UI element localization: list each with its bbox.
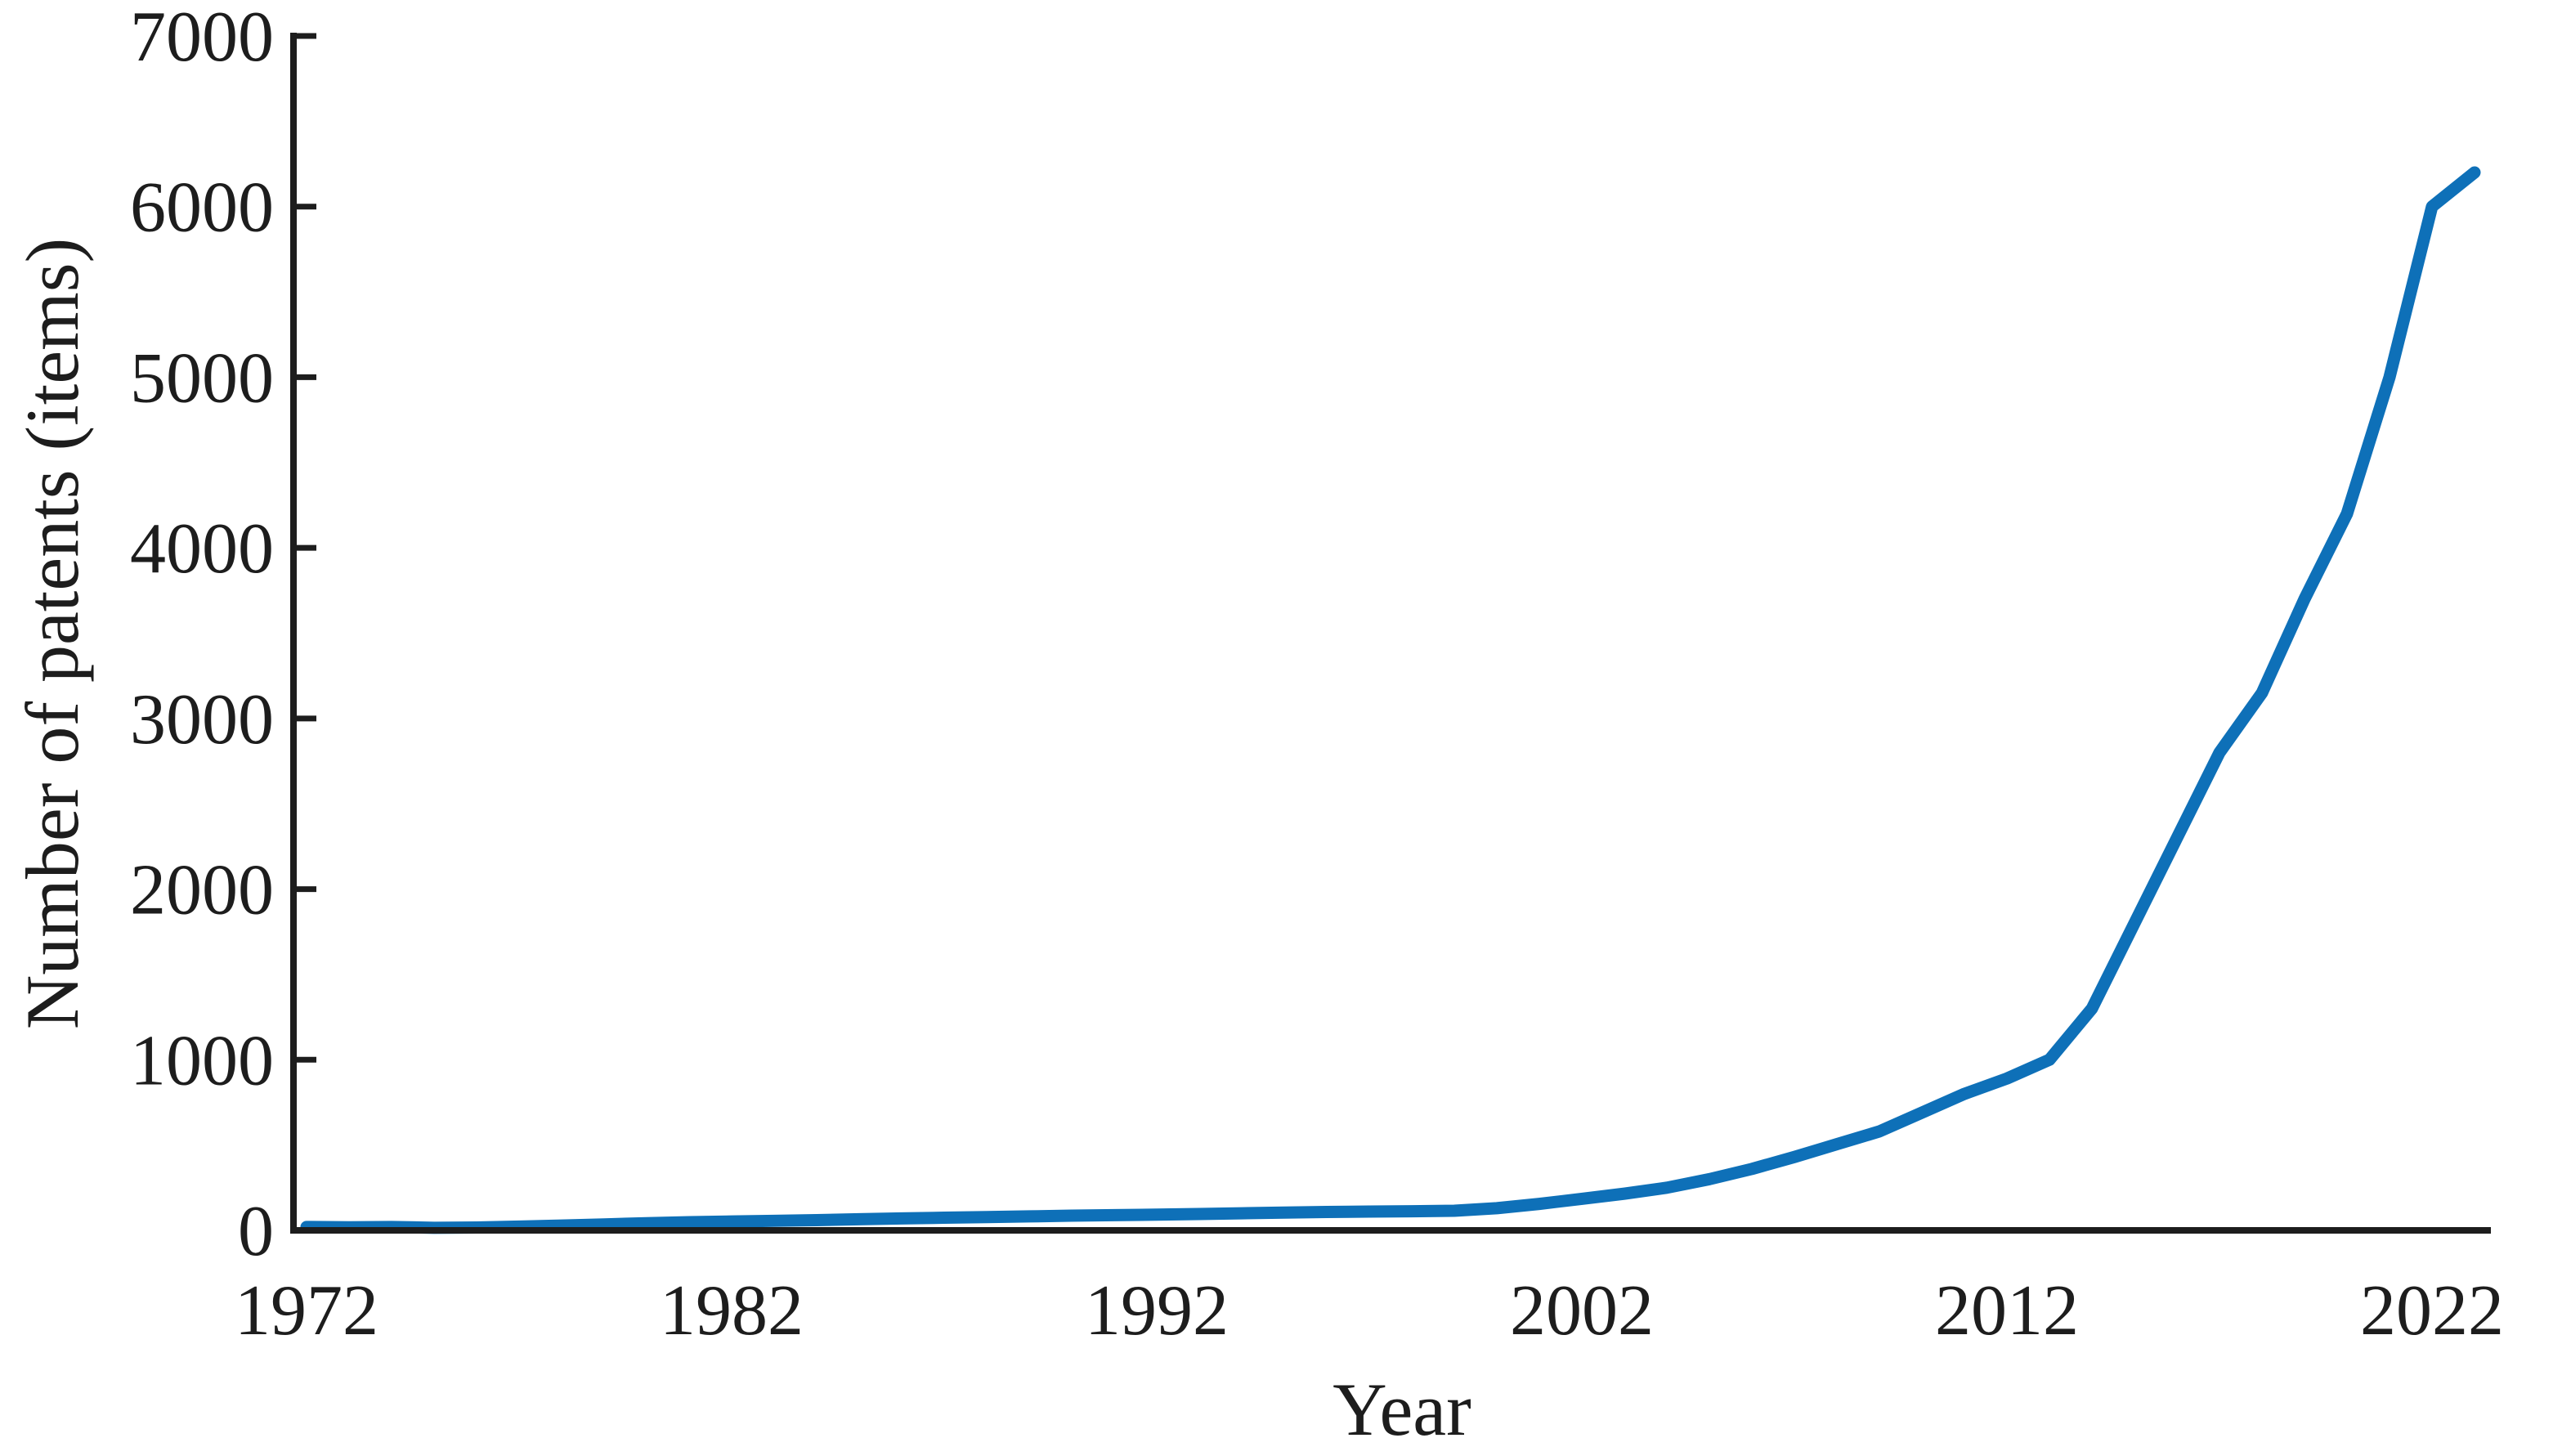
ticks-group: 0 1000 2000 3000 4000 5000 6000 7000 1972 1982 199… <box>130 0 2504 1351</box>
x-tick-label: 2002 <box>1510 1271 1654 1351</box>
y-tick-label: 2000 <box>130 851 274 930</box>
y-tick-label: 6000 <box>130 168 274 248</box>
x-tick-label: 1972 <box>235 1271 378 1351</box>
y-tick-label: 1000 <box>130 1021 274 1100</box>
x-tick-label: 2012 <box>1935 1271 2079 1351</box>
y-tick-label: 7000 <box>130 0 274 77</box>
y-tick-label: 3000 <box>130 680 274 759</box>
y-axis-title: Number of patents (items) <box>11 238 94 1029</box>
series-group <box>300 166 2481 1234</box>
x-tick-label: 1982 <box>660 1271 804 1351</box>
x-tick-label: 2022 <box>2360 1271 2504 1351</box>
x-axis-title: Year <box>1333 1368 1471 1451</box>
axes-lines <box>290 33 2491 1234</box>
y-tick-label: 5000 <box>130 338 274 418</box>
y-tick-label: 4000 <box>130 509 274 589</box>
x-tick-label: 1992 <box>1085 1271 1229 1351</box>
patents-line-series <box>300 166 2481 1234</box>
y-tick-label: 0 <box>238 1192 274 1271</box>
